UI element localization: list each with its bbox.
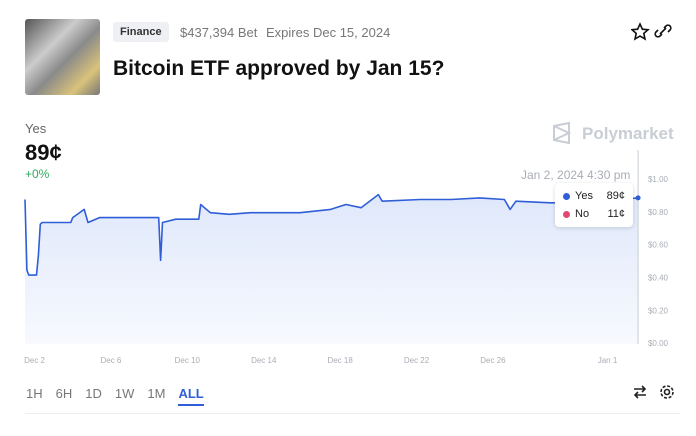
range-button[interactable]: 1W xyxy=(114,386,135,401)
range-selector: 1H 6H 1D 1W 1M ALL xyxy=(26,386,217,406)
y-tick-label: $0.80 xyxy=(648,208,669,217)
tooltip-no-label: No xyxy=(575,208,590,220)
x-tick-label: Dec 2 xyxy=(24,356,45,365)
y-tick-label: $0.40 xyxy=(648,273,669,282)
brand-logo xyxy=(553,122,572,145)
tooltip-yes-label: Yes xyxy=(575,190,593,202)
range-button[interactable]: ALL xyxy=(178,386,204,406)
chart: $0.00 $0.20 $0.40 $0.60 $0.80 $1.00 Dec 2 Dec 6… xyxy=(24,150,669,365)
y-tick-label: $0.20 xyxy=(648,306,669,315)
settings-icon[interactable] xyxy=(660,385,674,399)
outcome-price: 89¢ xyxy=(25,140,62,165)
x-tick-label: Dec 26 xyxy=(480,356,506,365)
outcome-label: Yes xyxy=(25,121,47,136)
tooltip-time: Jan 2, 2024 4:30 pm xyxy=(521,168,631,182)
expiry: Expires Dec 15, 2024 xyxy=(266,25,391,40)
divider xyxy=(25,413,680,414)
link-icon[interactable] xyxy=(654,24,672,38)
price-line xyxy=(24,193,639,276)
x-tick-label: Dec 22 xyxy=(404,356,430,365)
range-button[interactable]: 1M xyxy=(147,386,166,401)
price-change: +0% xyxy=(25,167,50,181)
y-tick-label: $1.00 xyxy=(648,175,669,184)
y-tick-label: $0.60 xyxy=(648,241,669,250)
brand-name: Polymarket xyxy=(582,124,674,143)
chart-controls xyxy=(633,385,674,399)
end-point xyxy=(635,195,641,201)
swap-icon[interactable] xyxy=(633,385,647,399)
range-button[interactable]: 6H xyxy=(55,386,73,401)
header-icons xyxy=(631,22,672,41)
x-tick-label: Dec 18 xyxy=(327,356,353,365)
y-tick-label: $0.00 xyxy=(648,339,669,348)
volume: $437,394 Bet xyxy=(180,25,258,40)
x-tick-label: Dec 10 xyxy=(175,356,201,365)
x-tick-label: Jan 1 xyxy=(598,356,618,365)
x-tick-label: Dec 14 xyxy=(251,356,277,365)
category-tag[interactable]: Finance xyxy=(113,22,169,42)
star-icon[interactable] xyxy=(631,22,650,41)
area-fill xyxy=(25,194,639,344)
market-title: Bitcoin ETF approved by Jan 15? xyxy=(113,57,445,80)
tooltip-no-value: 11¢ xyxy=(607,208,625,220)
range-button[interactable]: 1H xyxy=(26,386,43,401)
market-image xyxy=(25,19,100,95)
tooltip: Yes 89¢ No 11¢ xyxy=(555,183,633,227)
range-button[interactable]: 1D xyxy=(85,386,102,401)
tooltip-yes-value: 89¢ xyxy=(606,190,625,202)
x-tick-label: Dec 6 xyxy=(100,356,121,365)
